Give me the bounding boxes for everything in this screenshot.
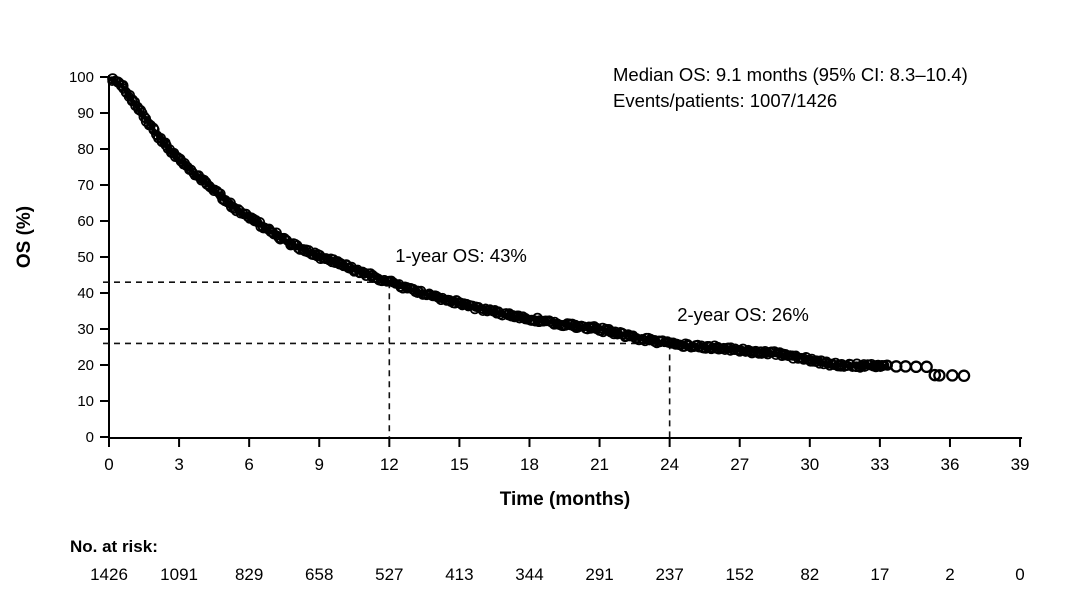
x-tick-label: 18 — [520, 455, 539, 474]
median-os-annotation: Median OS: 9.1 months (95% CI: 8.3–10.4) — [613, 64, 968, 85]
one-year-os-label: 1-year OS: 43% — [395, 245, 527, 266]
x-tick-label: 33 — [870, 455, 889, 474]
y-tick-label: 20 — [77, 357, 94, 374]
km-curve-circle — [201, 178, 213, 190]
at-risk-count: 17 — [870, 565, 889, 584]
x-tick-label: 30 — [800, 455, 819, 474]
km-curve-circle — [173, 152, 184, 163]
y-tick-label: 0 — [86, 429, 94, 446]
km-curve-circle — [823, 359, 834, 369]
x-tick-label: 3 — [174, 455, 183, 474]
x-tick-label: 21 — [590, 455, 609, 474]
y-tick-label: 70 — [77, 177, 94, 194]
censor-circle — [920, 360, 933, 374]
at-risk-count: 658 — [305, 565, 333, 584]
km-curve-circle — [279, 233, 290, 244]
at-risk-count: 2 — [945, 565, 954, 584]
y-axis-title: OS (%) — [14, 206, 35, 268]
x-tick-label: 9 — [315, 455, 324, 474]
at-risk-count: 829 — [235, 565, 263, 584]
censor-circle — [946, 369, 959, 382]
y-tick-label: 40 — [77, 285, 94, 302]
at-risk-row: 1426 1091 829 658 527 413 344 291 237 152 82 17 2 0 — [90, 565, 1025, 584]
at-risk-count: 527 — [375, 565, 403, 584]
censor-circle — [933, 369, 946, 382]
reference-dashed-lines — [103, 281, 671, 438]
at-risk-count: 291 — [585, 565, 613, 584]
km-curve — [107, 73, 971, 383]
at-risk-count: 413 — [445, 565, 473, 584]
x-tick-label: 0 — [104, 455, 113, 474]
y-tick-label: 10 — [77, 393, 94, 410]
y-tick-label: 100 — [69, 69, 94, 86]
at-risk-count: 237 — [655, 565, 683, 584]
y-tick-label: 80 — [77, 141, 94, 158]
censor-circle — [928, 368, 942, 382]
at-risk-count: 152 — [726, 565, 754, 584]
km-curve-circle — [579, 321, 590, 332]
events-patients-annotation: Events/patients: 1007/1426 — [613, 90, 837, 111]
x-tick-label: 12 — [380, 455, 399, 474]
y-tick-label: 30 — [77, 321, 94, 338]
y-tick-label: 90 — [77, 105, 94, 122]
x-tick-label: 6 — [244, 455, 253, 474]
at-risk-count: 1426 — [90, 565, 128, 584]
x-tick-label: 39 — [1011, 455, 1030, 474]
censor-circle — [909, 360, 923, 374]
two-year-os-label: 2-year OS: 26% — [677, 304, 809, 325]
x-axis-title: Time (months) — [500, 489, 631, 510]
y-tick-label: 50 — [77, 249, 94, 266]
y-tick-label: 60 — [77, 213, 94, 230]
x-tick-label: 24 — [660, 455, 679, 474]
x-tick-label: 27 — [730, 455, 749, 474]
censor-circle — [957, 369, 971, 383]
x-tick-label: 36 — [940, 455, 959, 474]
at-risk-count: 344 — [515, 565, 543, 584]
at-risk-heading: No. at risk: — [70, 537, 158, 556]
at-risk-count: 0 — [1015, 565, 1024, 584]
at-risk-count: 1091 — [160, 565, 198, 584]
km-curve-circle — [148, 124, 160, 136]
x-tick-label: 15 — [450, 455, 469, 474]
km-curve-circle — [229, 203, 240, 214]
at-risk-count: 82 — [800, 565, 819, 584]
